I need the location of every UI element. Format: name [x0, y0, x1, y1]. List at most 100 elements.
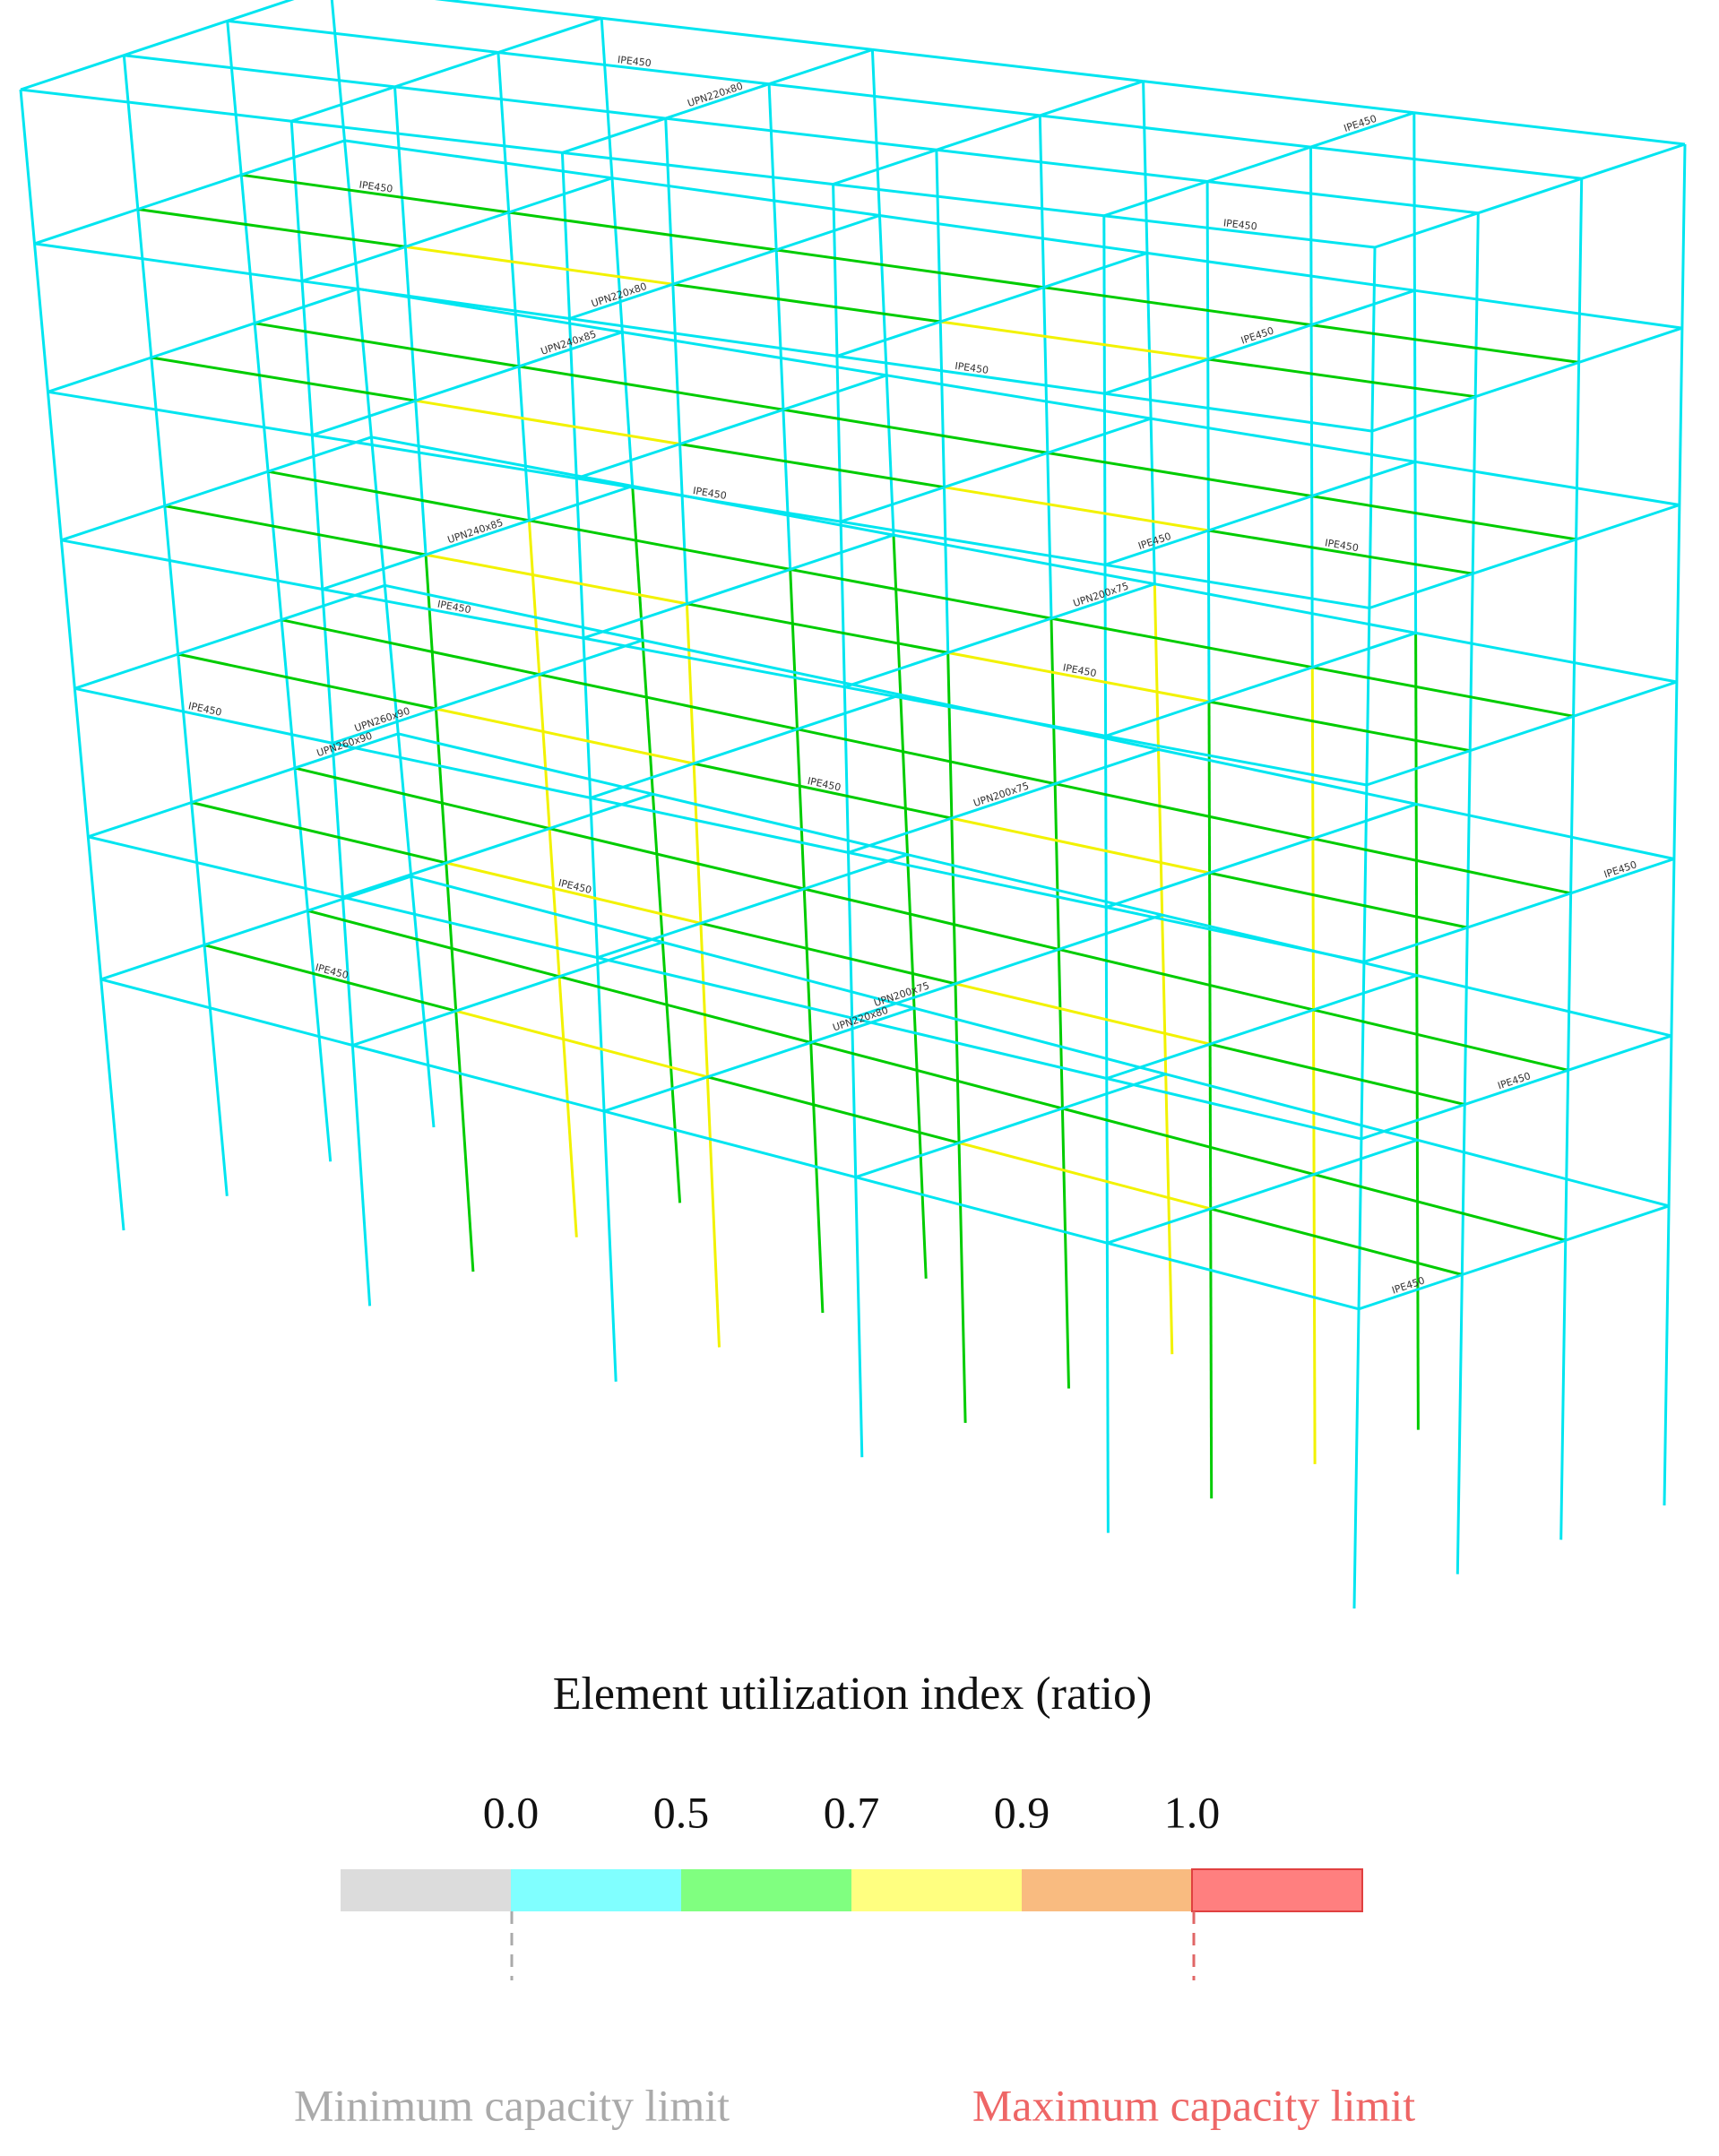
beam	[1415, 631, 1678, 684]
beam	[558, 975, 812, 1044]
beam	[1054, 747, 1159, 786]
column	[330, 0, 373, 437]
beam	[700, 921, 956, 986]
beam	[603, 1109, 857, 1179]
beam	[240, 173, 509, 214]
min-label: Minimum capacity limit	[294, 2080, 730, 2130]
beam	[1154, 582, 1416, 634]
beam	[790, 567, 1052, 620]
beam	[344, 139, 613, 180]
beam	[1366, 749, 1471, 787]
beam	[1207, 358, 1476, 399]
beam	[1474, 360, 1580, 399]
beam	[1369, 572, 1473, 609]
beam	[332, 741, 592, 799]
column	[497, 52, 531, 521]
beam	[797, 728, 1056, 786]
beam	[947, 651, 1210, 703]
beam	[394, 85, 666, 120]
beam	[267, 436, 372, 473]
beam	[307, 909, 560, 979]
beam	[137, 208, 406, 248]
beam	[529, 519, 790, 571]
beam	[281, 583, 385, 622]
beam	[1312, 666, 1574, 718]
column	[266, 471, 333, 1162]
legend-tick-label: 0.7	[824, 1787, 880, 1837]
beam	[1374, 211, 1479, 249]
beam	[1313, 1173, 1567, 1242]
member-label: IPE450	[955, 360, 989, 376]
beam	[679, 443, 945, 489]
member-label: IPE450	[692, 485, 727, 502]
beam	[1581, 142, 1686, 180]
column	[369, 436, 436, 1128]
beam	[1477, 177, 1583, 215]
beam	[151, 322, 255, 359]
column	[767, 83, 792, 570]
beam	[549, 792, 653, 831]
beam	[1469, 714, 1575, 753]
beam	[434, 0, 602, 20]
beam	[351, 1009, 457, 1047]
beam	[1054, 782, 1314, 841]
beam	[1158, 747, 1417, 806]
beam	[642, 638, 902, 696]
beam	[74, 686, 333, 745]
beam	[1464, 1068, 1569, 1107]
beam	[1105, 700, 1210, 737]
beam	[177, 618, 282, 656]
beam	[1371, 395, 1476, 433]
beam	[539, 673, 798, 731]
column	[527, 520, 578, 1238]
column	[1352, 784, 1369, 1609]
beam	[34, 242, 303, 283]
legend-swatch	[1022, 1869, 1192, 1911]
beam	[405, 245, 674, 286]
member-label: IPE450	[1324, 537, 1359, 554]
beam	[665, 82, 770, 120]
beam	[1312, 802, 1417, 841]
beam	[797, 693, 902, 731]
beam	[137, 173, 242, 211]
beam	[1146, 251, 1415, 292]
beam	[855, 1176, 1108, 1245]
legend-swatch	[681, 1869, 851, 1911]
beam	[342, 895, 598, 960]
beam	[940, 320, 1209, 361]
beam	[1040, 114, 1311, 149]
beam	[944, 486, 1209, 532]
beam	[508, 211, 777, 252]
beam	[590, 796, 849, 854]
beam	[1310, 111, 1415, 149]
column	[1102, 215, 1108, 737]
beam	[944, 451, 1049, 489]
beam	[1565, 1204, 1670, 1242]
beam	[1043, 251, 1148, 289]
beam	[900, 693, 1159, 751]
beam	[1415, 802, 1675, 860]
beam	[404, 211, 510, 248]
member-label: IPE450	[617, 54, 652, 69]
beam	[1105, 871, 1210, 909]
column	[226, 21, 270, 472]
beam	[34, 208, 139, 246]
legend-tick-label: 0.0	[483, 1787, 540, 1837]
legend-swatch	[341, 1869, 511, 1911]
beam	[528, 485, 634, 522]
beam	[1208, 700, 1471, 753]
beam	[1568, 1034, 1672, 1072]
beam	[1209, 837, 1314, 875]
column	[664, 118, 688, 604]
beam	[590, 762, 695, 799]
beam	[1058, 913, 1163, 951]
column	[560, 152, 585, 639]
beam	[124, 54, 395, 89]
beam	[1363, 926, 1468, 963]
member-label: IPE450	[1222, 217, 1257, 232]
beam	[61, 539, 323, 591]
max-label: Maximum capacity limit	[972, 2080, 1415, 2130]
beam	[435, 673, 540, 711]
beam	[1210, 1173, 1315, 1211]
beam	[191, 766, 296, 804]
